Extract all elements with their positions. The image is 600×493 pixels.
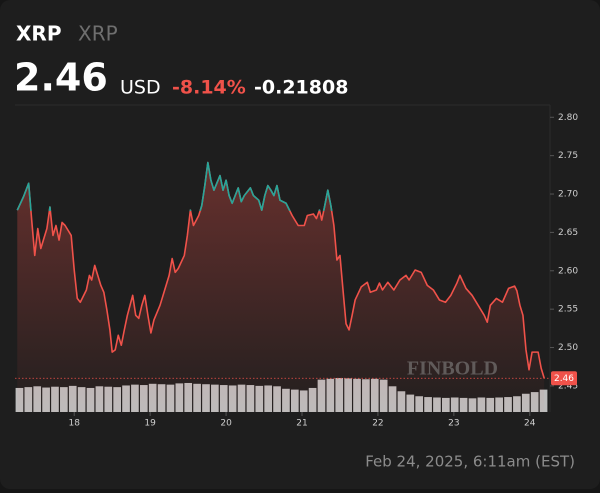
price: 2.46 bbox=[14, 56, 108, 100]
timestamp: Feb 24, 2025, 6:11am (EST) bbox=[365, 453, 575, 471]
watermark: FINBOLD bbox=[407, 358, 498, 380]
x-tick-label: 21 bbox=[296, 419, 307, 429]
current-price-tag bbox=[551, 371, 577, 386]
change: -0.21808 bbox=[254, 77, 348, 99]
current-price-label: 2.46 bbox=[554, 374, 574, 384]
x-tick-label: 22 bbox=[372, 419, 383, 429]
y-tick-label: 2.60 bbox=[558, 266, 578, 276]
x-tick-label: 20 bbox=[220, 419, 232, 429]
y-tick-label: 2.65 bbox=[558, 228, 578, 238]
currency: USD bbox=[120, 77, 161, 99]
price-line-up bbox=[16, 161, 333, 211]
y-tick-label: 2.55 bbox=[558, 305, 578, 315]
change-percent: -8.14% bbox=[172, 77, 246, 99]
y-tick-label: 2.80 bbox=[558, 113, 578, 123]
y-tick-label: 2.70 bbox=[558, 190, 578, 200]
y-tick-label: 2.75 bbox=[558, 151, 578, 161]
asset-name: XRP bbox=[78, 22, 118, 46]
x-tick-label: 18 bbox=[68, 419, 80, 429]
x-tick-label: 23 bbox=[448, 419, 459, 429]
x-tick-label: 19 bbox=[144, 419, 156, 429]
y-tick-label: 2.50 bbox=[558, 343, 578, 353]
symbol: XRP bbox=[16, 22, 61, 46]
price-area bbox=[17, 162, 545, 412]
y-tick-label: 2.45 bbox=[558, 381, 578, 391]
x-tick-label: 24 bbox=[524, 419, 536, 429]
